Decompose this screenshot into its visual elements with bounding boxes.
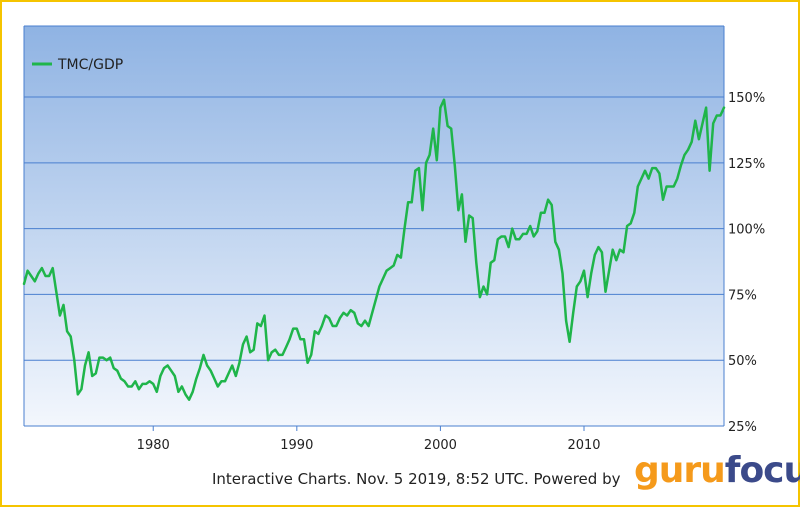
logo-part-guru: guru [634,450,726,491]
y-tick-label: 100% [728,223,765,238]
y-axis: 25% 50% 75% 100% 125% 150% [728,91,765,435]
footer-caption: Interactive Charts. Nov. 5 2019, 8:52 UT… [212,470,621,488]
x-tick-label: 1990 [280,438,313,453]
gurufocus-logo[interactable]: gurufocus [634,450,800,491]
legend[interactable]: TMC/GDP [32,57,123,73]
y-tick-label: 125% [728,157,765,172]
y-tick-label: 50% [728,354,757,369]
y-tick-label: 25% [728,420,757,435]
series-line-tmc-gdp [22,98,726,401]
logo-part-focus: focus [724,450,800,491]
x-tick-label: 1980 [137,438,170,453]
x-axis: 1980 1990 2000 2010 [137,426,601,453]
y-tick-label: 75% [728,288,757,303]
grid-lines [23,25,725,427]
x-tick-label: 2010 [567,438,600,453]
y-tick-label: 150% [728,91,765,106]
plot-background [24,26,724,426]
legend-label-tmc-gdp: TMC/GDP [57,57,123,73]
x-tick-label: 2000 [424,438,457,453]
